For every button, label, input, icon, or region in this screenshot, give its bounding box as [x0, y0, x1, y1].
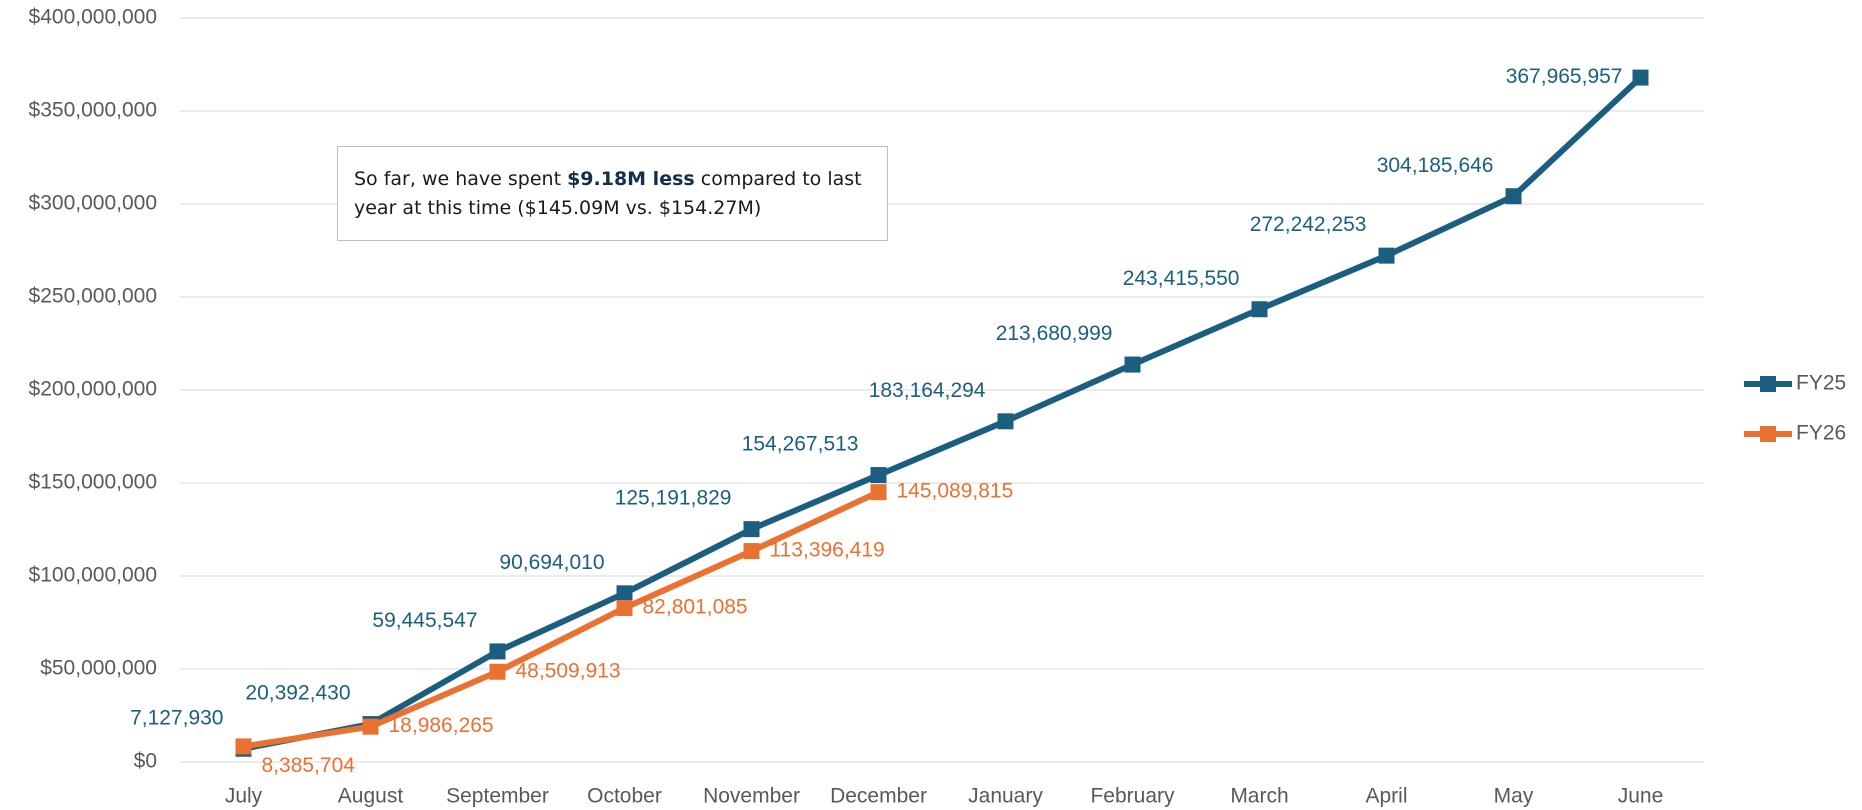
x-tick-label: September: [446, 785, 549, 808]
data-label: 243,415,550: [1123, 267, 1240, 290]
x-tick-label: June: [1618, 785, 1664, 808]
data-label: 48,509,913: [516, 659, 621, 682]
point-marker: [489, 663, 506, 680]
point-marker: [743, 543, 760, 560]
annotation-bold: $9.18M less: [567, 168, 695, 190]
data-label: 7,127,930: [130, 706, 223, 729]
series-line: [242, 75, 1643, 752]
legend-marker: [1760, 426, 1776, 442]
point-marker: [997, 413, 1014, 430]
point-marker: [616, 599, 633, 616]
legend-label: FY25: [1796, 372, 1846, 395]
x-tick-label: January: [968, 785, 1043, 808]
series-line: [243, 489, 880, 750]
y-tick-label: $300,000,000: [29, 192, 157, 215]
x-tick-label: December: [830, 785, 927, 808]
point-marker: [1505, 188, 1522, 205]
data-label: 125,191,829: [615, 487, 732, 510]
y-tick-label: $150,000,000: [29, 471, 157, 494]
point-marker: [1378, 247, 1395, 264]
data-label: 59,445,547: [372, 609, 477, 632]
y-tick-label: $400,000,000: [29, 6, 157, 29]
x-tick-label: May: [1494, 785, 1534, 808]
data-label: 8,385,704: [262, 754, 356, 777]
x-tick-label: October: [587, 785, 662, 808]
y-tick-label: $350,000,000: [29, 99, 157, 122]
point-marker: [1632, 69, 1649, 86]
point-marker: [362, 718, 379, 735]
x-tick-label: July: [225, 785, 263, 808]
point-marker: [616, 585, 633, 602]
data-label: 213,680,999: [996, 322, 1113, 345]
point-marker: [870, 484, 887, 501]
point-marker: [1251, 301, 1268, 318]
y-tick-label: $100,000,000: [29, 564, 157, 587]
x-tick-label: November: [703, 785, 800, 808]
x-tick-label: August: [338, 785, 404, 808]
data-label: 145,089,815: [897, 480, 1014, 503]
data-label: 154,267,513: [742, 433, 859, 456]
data-label: 20,392,430: [245, 682, 350, 705]
data-label: 90,694,010: [499, 551, 604, 574]
data-label: 367,965,957: [1506, 65, 1623, 88]
point-marker: [235, 738, 252, 755]
legend-marker: [1760, 376, 1776, 392]
point-marker: [743, 521, 760, 538]
data-label: 18,986,265: [389, 714, 494, 737]
annotation-text: compared to last year at this time ($145…: [354, 168, 862, 219]
x-tick-label: February: [1090, 785, 1175, 808]
data-label: 113,396,419: [770, 539, 885, 562]
annotation-box: So far, we have spent $9.18M less compar…: [337, 146, 888, 241]
data-label: 272,242,253: [1250, 213, 1367, 236]
y-tick-label: $50,000,000: [40, 657, 157, 680]
data-label: 304,185,646: [1377, 154, 1494, 177]
point-marker: [1124, 356, 1141, 373]
data-label: 82,801,085: [643, 596, 748, 619]
y-tick-label: $0: [134, 750, 157, 773]
data-label: 183,164,294: [869, 379, 986, 402]
legend-label: FY26: [1796, 422, 1846, 445]
y-tick-label: $250,000,000: [29, 285, 157, 308]
x-tick-label: March: [1230, 785, 1288, 808]
annotation-text: So far, we have spent: [354, 168, 568, 190]
y-tick-label: $200,000,000: [29, 378, 157, 401]
point-marker: [489, 643, 506, 660]
x-tick-label: April: [1365, 785, 1407, 808]
point-marker: [870, 467, 887, 484]
